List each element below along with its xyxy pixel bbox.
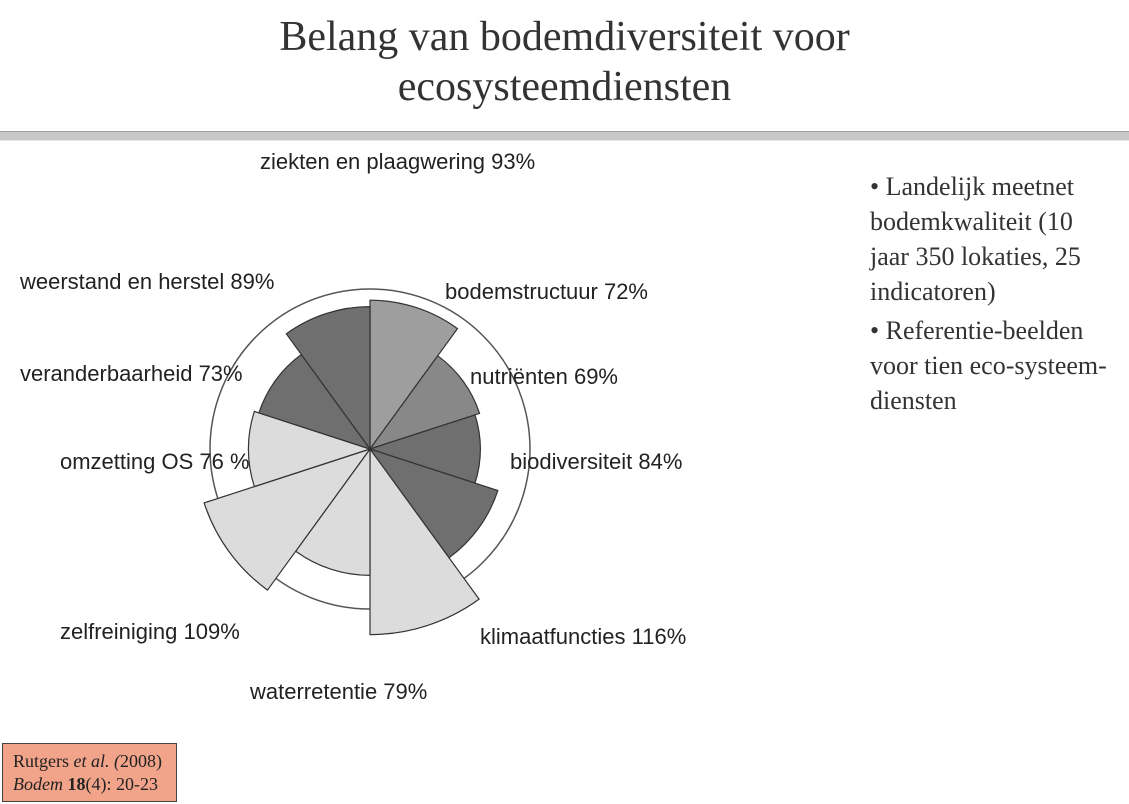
citation-box: Rutgers et al. (2008) Bodem 18(4): 20-23 (2, 743, 177, 802)
citation-line-1: Rutgers et al. (2008) (13, 750, 162, 773)
slice-label: zelfreiniging 109% (60, 619, 240, 645)
bullet-1: • Landelijk meetnet bodemkwaliteit (10 j… (870, 169, 1110, 309)
slice-label: bodemstructuur 72% (445, 279, 648, 305)
citation-etal: et al. ( (74, 751, 121, 771)
slice-label: omzetting OS 76 % (60, 449, 250, 475)
slice-label: waterretentie 79% (250, 679, 427, 705)
header-divider (0, 131, 1129, 141)
citation-line-2: Bodem 18(4): 20-23 (13, 773, 162, 796)
title-line-1: Belang van bodemdiversiteit voor (40, 12, 1089, 62)
content-row: ziekten en plaagwering 93% bodemstructuur… (0, 149, 1129, 729)
slice-label: biodiversiteit 84% (510, 449, 682, 475)
sidebar-notes: • Landelijk meetnet bodemkwaliteit (10 j… (870, 149, 1120, 423)
citation-pages: (4): 20-23 (85, 774, 157, 794)
polar-chart: ziekten en plaagwering 93% bodemstructuur… (0, 149, 870, 729)
citation-author: Rutgers (13, 751, 74, 771)
citation-year: 2008) (120, 751, 162, 771)
slice-label: veranderbaarheid 73% (20, 361, 243, 387)
title-line-2: ecosysteemdiensten (40, 62, 1089, 112)
citation-volume: 18 (67, 774, 85, 794)
slice-label: weerstand en herstel 89% (20, 269, 274, 295)
slice-label: nutriënten 69% (470, 364, 618, 390)
citation-journal: Bodem (13, 774, 67, 794)
page-title: Belang van bodemdiversiteit voor ecosyst… (0, 0, 1129, 131)
bullet-2: • Referentie-beelden voor tien eco-syste… (870, 313, 1110, 418)
slice-label: ziekten en plaagwering 93% (260, 149, 535, 175)
slice-label: klimaatfuncties 116% (480, 624, 686, 650)
